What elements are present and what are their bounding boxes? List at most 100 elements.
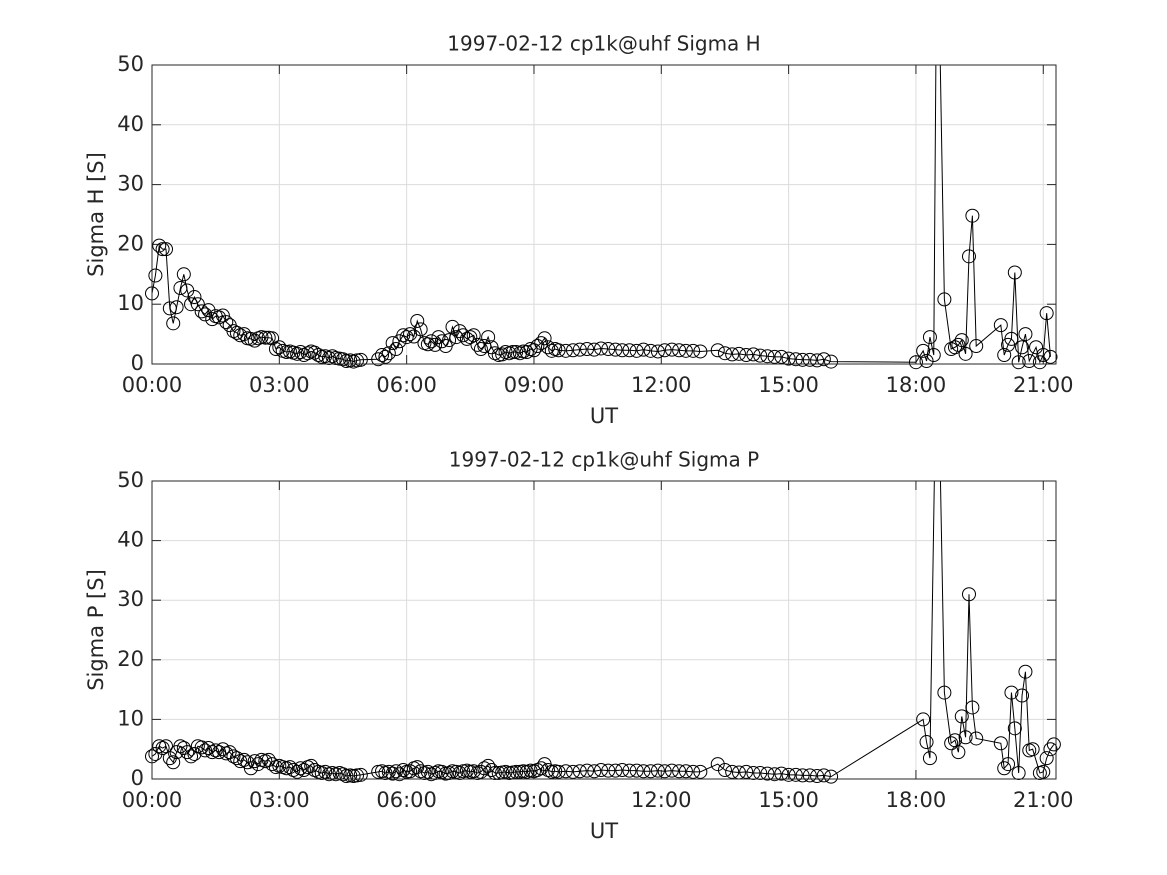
marker <box>470 337 485 352</box>
marker <box>187 290 202 305</box>
y-tick-label: 40 <box>117 112 144 136</box>
marker <box>551 764 566 779</box>
marker <box>208 743 223 758</box>
marker <box>802 352 817 367</box>
marker <box>222 745 237 760</box>
marker <box>664 342 679 357</box>
marker <box>816 768 831 783</box>
marker <box>958 730 973 745</box>
marker <box>566 343 581 358</box>
marker <box>951 745 966 760</box>
marker <box>1029 340 1044 355</box>
marker <box>176 741 191 756</box>
marker <box>1039 751 1054 766</box>
marker <box>1018 664 1033 679</box>
marker <box>926 348 941 363</box>
x-tick-label: 03:00 <box>249 788 310 812</box>
marker <box>166 316 181 331</box>
marker <box>512 346 527 361</box>
marker <box>558 343 573 358</box>
marker <box>428 337 443 352</box>
marker <box>686 764 701 779</box>
marker <box>378 349 393 364</box>
marker <box>339 354 354 369</box>
marker <box>664 763 679 778</box>
marker <box>148 746 163 761</box>
marker <box>526 343 541 358</box>
marker <box>293 345 308 360</box>
marker <box>424 334 439 349</box>
x-tick-label: 12:00 <box>631 788 692 812</box>
marker <box>413 322 428 337</box>
markers <box>145 587 1061 784</box>
marker <box>481 330 496 345</box>
marker <box>339 769 354 784</box>
marker <box>321 351 336 366</box>
y-tick-label: 20 <box>117 647 144 671</box>
marker <box>1018 327 1033 342</box>
marker <box>247 754 262 769</box>
marker <box>731 346 746 361</box>
marker <box>173 281 188 296</box>
marker <box>335 767 350 782</box>
marker <box>304 758 319 773</box>
marker <box>219 315 234 330</box>
y-tick-label: 0 <box>131 766 144 790</box>
marker <box>205 312 220 327</box>
marker <box>385 766 400 781</box>
marker <box>566 764 581 779</box>
marker <box>505 345 520 360</box>
marker <box>643 343 658 358</box>
marker <box>452 324 467 339</box>
marker <box>434 334 449 349</box>
marker <box>396 328 411 343</box>
marker <box>594 763 609 778</box>
marker <box>198 307 213 322</box>
x-tick-label: 09:00 <box>504 788 565 812</box>
marker <box>710 757 725 772</box>
marker <box>442 766 457 781</box>
marker <box>194 304 209 319</box>
marker <box>993 736 1008 751</box>
chart-title: 1997-02-12 cp1k@uhf Sigma P <box>449 448 759 472</box>
marker <box>169 300 184 315</box>
marker <box>180 745 195 760</box>
marker <box>190 297 205 312</box>
marker <box>551 343 566 358</box>
axes-box <box>151 64 1057 365</box>
marker <box>753 348 768 363</box>
marker <box>389 764 404 779</box>
marker <box>795 352 810 367</box>
y-tick-label: 20 <box>117 231 144 255</box>
marker <box>601 763 616 778</box>
x-tick-label: 18:00 <box>886 788 947 812</box>
marker <box>237 752 252 767</box>
marker <box>212 745 227 760</box>
marker <box>944 736 959 751</box>
y-tick-label: 10 <box>117 706 144 730</box>
marker <box>643 764 658 779</box>
marker <box>760 349 775 364</box>
marker <box>594 341 609 356</box>
marker <box>254 330 269 345</box>
marker <box>615 343 630 358</box>
axes-box <box>151 480 1057 780</box>
marker <box>226 749 241 764</box>
marker <box>997 761 1012 776</box>
marker <box>1011 355 1026 370</box>
marker <box>534 336 549 351</box>
y-axis-label: Sigma H [S] <box>84 152 108 277</box>
marker <box>519 345 534 360</box>
marker <box>558 764 573 779</box>
marker <box>816 352 831 367</box>
y-tick-label: 50 <box>117 468 144 492</box>
marker <box>152 238 167 253</box>
y-tick-label: 0 <box>131 351 144 375</box>
marker <box>693 764 708 779</box>
marker <box>657 343 672 358</box>
marker <box>247 333 262 348</box>
marker <box>155 242 170 257</box>
x-tick-label: 06:00 <box>376 373 437 397</box>
marker <box>1001 757 1016 772</box>
marker <box>265 331 280 346</box>
